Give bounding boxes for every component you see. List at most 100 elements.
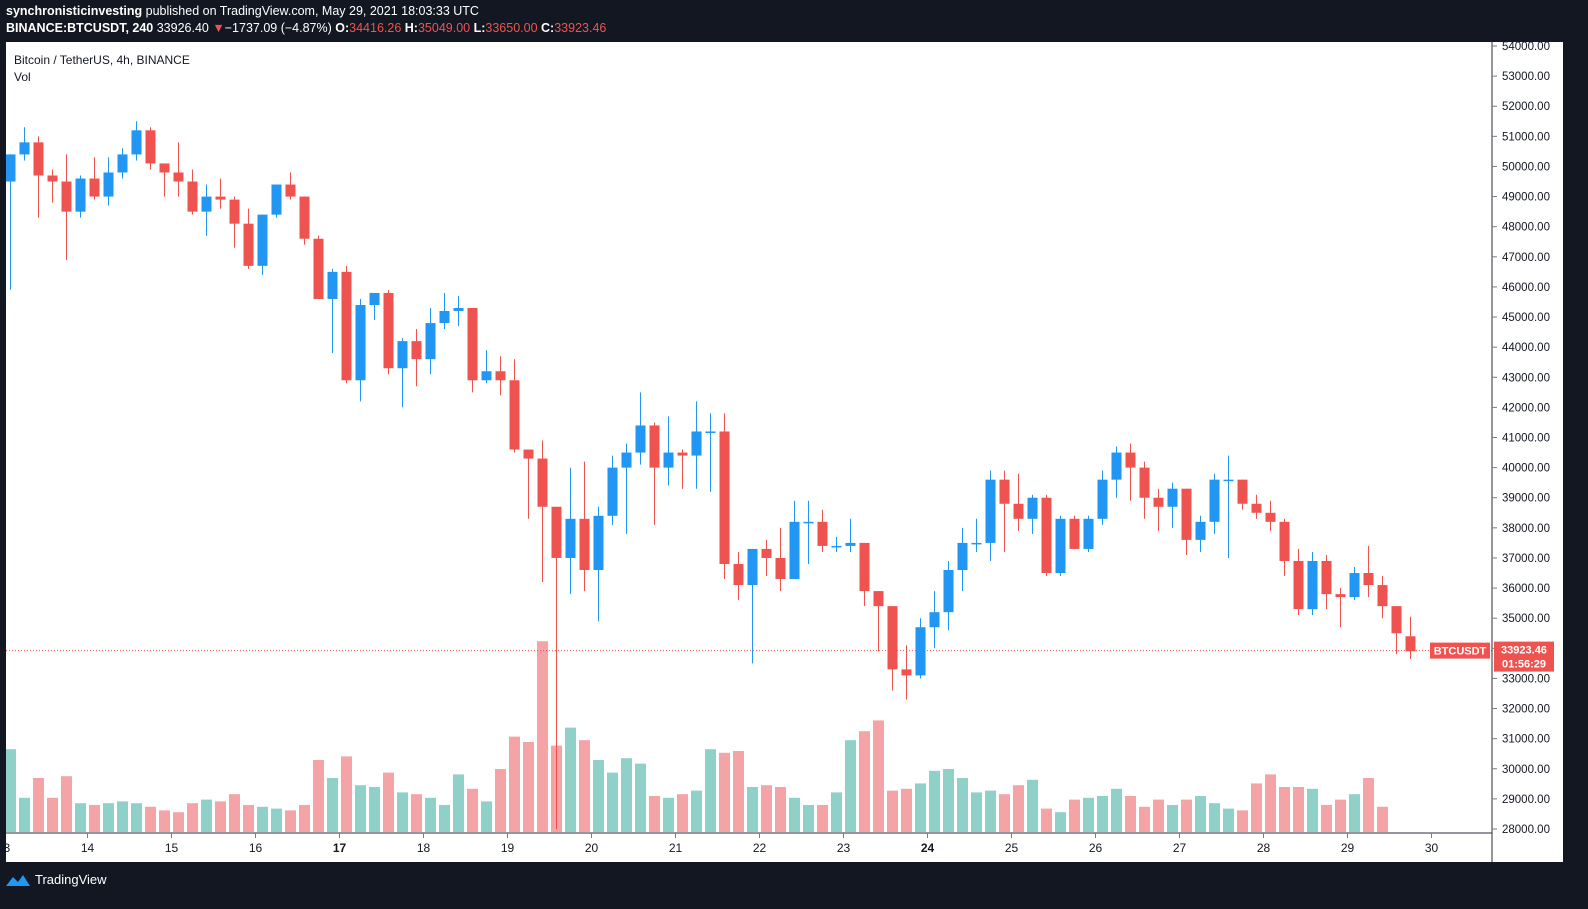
volume-bar <box>131 803 142 832</box>
volume-bar <box>649 796 660 832</box>
volume-bar <box>341 756 352 832</box>
candle-body <box>1167 488 1178 507</box>
price-tick-label: 41000.00 <box>1502 433 1550 445</box>
symbol-tag-text: BTCUSDT <box>1434 646 1487 658</box>
low-label: L: <box>473 21 486 35</box>
time-tick-label: 22 <box>753 841 767 855</box>
candle-body <box>761 548 772 558</box>
candle-body <box>649 425 660 468</box>
volume-bar <box>1027 779 1038 832</box>
volume-bar <box>1335 799 1346 832</box>
price-tick-label: 30000.00 <box>1502 764 1550 776</box>
volume-bar <box>677 794 688 832</box>
candle-body <box>509 380 520 450</box>
volume-bar <box>229 794 240 832</box>
candle-body <box>1125 452 1136 468</box>
price-tick-label: 43000.00 <box>1502 372 1550 384</box>
time-tick-label: 15 <box>165 841 179 855</box>
time-tick-label: 23 <box>837 841 851 855</box>
candle-body <box>971 542 982 545</box>
candle-body <box>5 154 16 182</box>
volume-bar <box>523 742 534 832</box>
time-tick-label: 25 <box>1005 841 1019 855</box>
brand-text: TradingView <box>35 872 107 887</box>
candle-body <box>1013 503 1024 519</box>
volume-bar <box>481 801 492 832</box>
candle-body <box>1209 479 1220 522</box>
price-tag-value: 33923.46 <box>1501 645 1547 657</box>
candle-body <box>1321 560 1332 595</box>
candle-body <box>19 142 30 155</box>
volume-bar <box>775 787 786 832</box>
candle-body <box>145 130 156 164</box>
volume-bar <box>593 760 604 832</box>
volume-bar <box>369 787 380 832</box>
candle-body <box>1069 518 1080 549</box>
author-name[interactable]: synchronisticinvesting <box>6 4 143 18</box>
candle-body <box>859 542 870 592</box>
close-value: 33923.46 <box>554 21 607 35</box>
candle-body <box>1181 488 1192 540</box>
price-tick-label: 37000.00 <box>1502 553 1550 565</box>
candle-body <box>663 452 674 468</box>
price-tick-label: 44000.00 <box>1502 342 1550 354</box>
volume-bar <box>789 797 800 832</box>
time-tick-label: 26 <box>1089 841 1103 855</box>
volume-bar <box>299 805 310 832</box>
candle-body <box>1223 479 1234 482</box>
volume-bar <box>257 806 268 832</box>
change-down-icon: ▼ <box>212 21 225 35</box>
high-label: H: <box>404 21 418 35</box>
candle-body <box>1153 497 1164 507</box>
volume-bar <box>1097 796 1108 832</box>
tradingview-logo-icon <box>6 874 30 886</box>
volume-bar <box>243 805 254 832</box>
candle-body <box>1027 497 1038 519</box>
candle-body <box>229 199 240 224</box>
volume-bar <box>33 778 44 832</box>
candle-body <box>831 545 842 548</box>
candle-body <box>985 479 996 543</box>
candle-body <box>733 563 744 586</box>
tradingview-brand[interactable]: TradingView <box>6 872 107 887</box>
price-chart[interactable]: 28000.00 29000.00 30000.00 31000.00 32000.00… <box>0 41 1563 862</box>
candle-body <box>285 184 296 197</box>
candle-body <box>341 271 352 381</box>
candle-body <box>383 292 394 369</box>
price-axis[interactable]: 28000.00 29000.00 30000.00 31000.00 32000.00… <box>1492 41 1550 836</box>
candle-body <box>565 518 576 558</box>
price-tick-label: 42000.00 <box>1502 402 1550 414</box>
candle-body <box>33 142 44 176</box>
candle-body <box>257 214 268 266</box>
volume-bar <box>971 792 982 832</box>
candle-body <box>411 341 422 360</box>
chart-panel[interactable]: 28000.00 29000.00 30000.00 31000.00 32000.00… <box>0 41 1563 862</box>
candle-body <box>187 181 198 212</box>
candle-body <box>271 184 282 215</box>
candle-body <box>1055 518 1066 574</box>
volume-bar <box>117 801 128 832</box>
candle-body <box>1307 560 1318 610</box>
volume-bar <box>47 797 58 832</box>
price-tick-label: 47000.00 <box>1502 252 1550 264</box>
candle-body <box>61 181 72 212</box>
publish-info: synchronisticinvesting published on Trad… <box>6 4 479 18</box>
time-tick-label: 13 <box>6 841 10 855</box>
candle-body <box>1041 497 1052 574</box>
candle-body <box>159 163 170 173</box>
time-axis[interactable]: 13 14 15 16 17 18 19 20 21 22 23 24 25 26 27 28 29 30 <box>0 833 1438 855</box>
volume-bar <box>845 740 856 832</box>
volume-bar <box>159 810 170 832</box>
price-tick-label: 45000.00 <box>1502 312 1550 324</box>
price-change: −1737.09 (−4.87%) <box>224 21 332 35</box>
price-tick-label: 53000.00 <box>1502 71 1550 83</box>
candle-body <box>327 271 338 299</box>
candle-body <box>355 304 366 381</box>
published-text: published on TradingView.com, May 29, 20… <box>145 4 479 18</box>
candle-body <box>1111 452 1122 480</box>
low-value: 33650.00 <box>485 21 538 35</box>
volume-bar <box>719 752 730 832</box>
candle-body <box>1377 585 1388 607</box>
volume-bar <box>173 812 184 832</box>
volume-bar <box>733 751 744 832</box>
